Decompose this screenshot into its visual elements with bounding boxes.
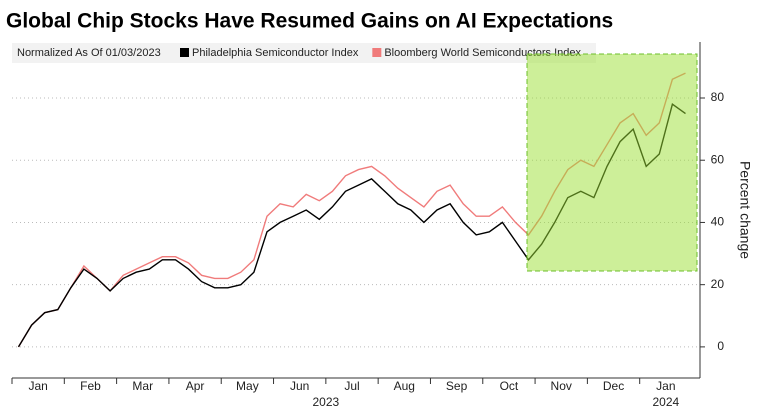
- grid: [12, 97, 700, 348]
- x-tick-label: Jan: [28, 379, 47, 393]
- legend-label: Philadelphia Semiconductor Index: [192, 47, 359, 59]
- x-tick-label: Jan: [656, 379, 675, 393]
- x-tick-label: Feb: [80, 379, 101, 393]
- x-tick-label: Jun: [290, 379, 309, 393]
- x-tick-label: Jul: [344, 379, 359, 393]
- y-tick-label: 60: [711, 152, 725, 166]
- legend-box: [12, 43, 596, 63]
- x-tick-label: Dec: [603, 379, 624, 393]
- y-tick-label: 20: [711, 277, 725, 291]
- x-tick-label: May: [236, 379, 259, 393]
- legend-swatch: [372, 48, 382, 57]
- x-tick-label: Apr: [186, 379, 205, 393]
- x-tick-label: Nov: [551, 379, 572, 393]
- y-tick-label: 40: [711, 215, 725, 229]
- x-tick-label: Aug: [394, 379, 415, 393]
- y-axis-title: Percent change: [737, 161, 753, 259]
- highlight-region: [526, 53, 698, 272]
- y-tick-label: 80: [711, 90, 725, 104]
- year-label: 2024: [652, 395, 679, 409]
- legend-note: Normalized As Of 01/03/2023: [17, 47, 161, 59]
- legend-swatch: [180, 48, 189, 57]
- chart-title: Global Chip Stocks Have Resumed Gains on…: [6, 10, 613, 33]
- x-tick-label: Oct: [500, 379, 519, 393]
- y-tick-label: 0: [717, 339, 724, 353]
- x-tick-label: Mar: [132, 379, 153, 393]
- year-label: 2023: [312, 395, 339, 409]
- x-tick-label: Sep: [446, 379, 468, 393]
